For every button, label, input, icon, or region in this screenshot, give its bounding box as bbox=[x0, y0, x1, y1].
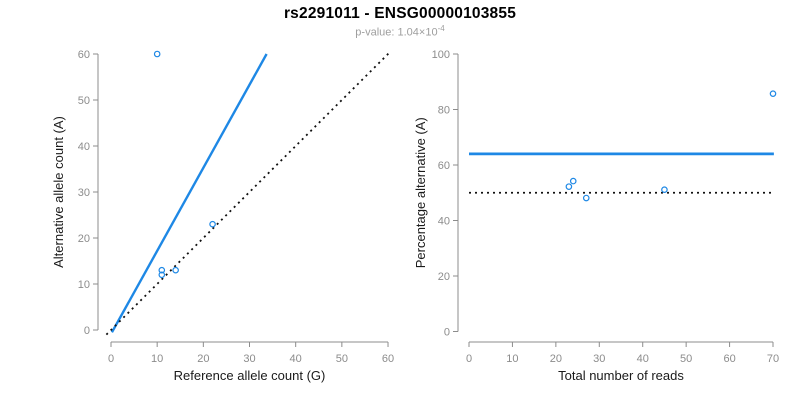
x-axis-title: Total number of reads bbox=[558, 368, 684, 383]
data-point bbox=[565, 183, 573, 190]
y-tick-label: 100 bbox=[432, 49, 450, 61]
chart-title: rs2291011 - ENSG00000103855 bbox=[283, 5, 517, 22]
y-tick-label: 0 bbox=[444, 327, 450, 339]
y-tick-label: 20 bbox=[438, 271, 450, 283]
y-tick-label: 20 bbox=[78, 233, 90, 245]
x-tick-label: 50 bbox=[680, 353, 692, 365]
data-point bbox=[158, 266, 166, 274]
x-tick-label: 20 bbox=[550, 353, 562, 365]
y-tick-label: 60 bbox=[438, 160, 450, 172]
x-tick-label: 10 bbox=[506, 353, 518, 365]
data-point bbox=[158, 271, 166, 279]
x-tick-label: 10 bbox=[151, 353, 163, 365]
data-point bbox=[769, 90, 777, 97]
x-tick-label: 50 bbox=[336, 353, 348, 365]
fit-line bbox=[110, 53, 268, 333]
x-tick-label: 30 bbox=[593, 353, 605, 365]
y-tick-label: 80 bbox=[438, 105, 450, 117]
data-point bbox=[569, 177, 577, 185]
data-point bbox=[209, 220, 216, 228]
p-value-exponent: -4 bbox=[437, 24, 445, 33]
y-tick-label: 40 bbox=[78, 141, 90, 153]
y-axis-title: Alternative allele count (A) bbox=[51, 116, 66, 268]
x-tick-label: 40 bbox=[290, 353, 302, 365]
p-value-text: p-value: 1.04×10 bbox=[355, 26, 438, 39]
allele-count-scatter-plot: 0 10 20 30 40 50 60 0 10 20 30 40 50 60 Reference alle… bbox=[51, 49, 394, 383]
identity-line bbox=[105, 51, 391, 336]
y-tick-label: 50 bbox=[78, 95, 90, 107]
p-value-subtitle: p-value: 1.04×10-4 bbox=[0, 24, 800, 39]
x-tick-label: 0 bbox=[108, 353, 114, 365]
data-point bbox=[153, 50, 161, 58]
y-tick-label: 40 bbox=[438, 216, 450, 228]
x-axis-title: Reference allele count (G) bbox=[174, 368, 326, 383]
y-tick-label: 0 bbox=[84, 325, 90, 337]
x-tick-label: 20 bbox=[197, 353, 209, 365]
y-tick-label: 60 bbox=[78, 49, 90, 61]
y-tick-label: 30 bbox=[78, 187, 90, 199]
x-tick-label: 30 bbox=[243, 353, 255, 365]
x-tick-label: 60 bbox=[723, 353, 735, 365]
x-tick-label: 40 bbox=[637, 353, 649, 365]
y-axis-title: Percentage alternative (A) bbox=[413, 117, 428, 268]
percentage-alternative-scatter-plot: 0 20 40 60 80 100 0 10 20 30 40 50 60 70 Total number … bbox=[413, 49, 779, 383]
y-tick-label: 10 bbox=[78, 279, 90, 291]
x-tick-label: 0 bbox=[466, 353, 472, 365]
data-point bbox=[582, 194, 590, 202]
data-point bbox=[661, 186, 668, 193]
x-tick-label: 60 bbox=[382, 353, 394, 365]
data-point bbox=[172, 266, 179, 274]
x-tick-label: 70 bbox=[767, 353, 779, 365]
